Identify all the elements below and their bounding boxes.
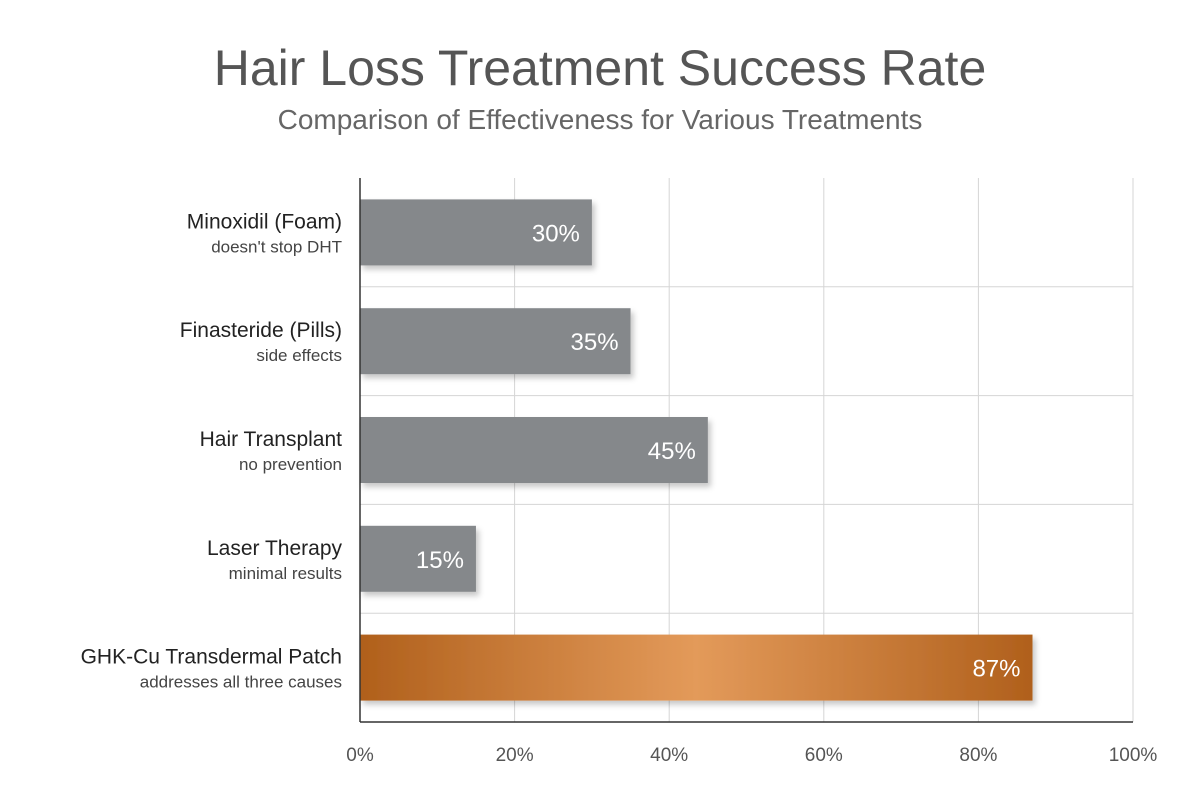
value-label: 15% xyxy=(416,547,464,574)
x-tick-label: 0% xyxy=(346,745,374,766)
x-tick-label: 40% xyxy=(650,745,688,766)
category-note: side effects xyxy=(256,346,342,365)
x-tick-label: 60% xyxy=(805,745,843,766)
category-label: Laser Therapy xyxy=(207,537,343,560)
plot-area: 30% Minoxidil (Foam) doesn't stop DHT 35% Fi… xyxy=(81,178,1158,766)
category-note: addresses all three causes xyxy=(140,673,342,692)
chart-subtitle: Comparison of Effectiveness for Various … xyxy=(278,104,923,135)
category-label: Hair Transplant xyxy=(200,428,343,451)
bar xyxy=(360,525,476,592)
x-tick-label: 100% xyxy=(1109,745,1158,766)
bar-highlight xyxy=(360,634,1033,701)
chart-title: Hair Loss Treatment Success Rate xyxy=(214,40,987,96)
category-label: GHK-Cu Transdermal Patch xyxy=(81,646,342,669)
category-note: doesn't stop DHT xyxy=(211,237,342,256)
value-label: 35% xyxy=(571,329,619,356)
x-tick-label: 20% xyxy=(496,745,534,766)
bar xyxy=(360,199,592,266)
value-label: 87% xyxy=(972,656,1020,683)
x-tick-label: 80% xyxy=(959,745,997,766)
category-note: no prevention xyxy=(239,455,342,474)
category-note: minimal results xyxy=(229,564,342,583)
category-label: Minoxidil (Foam) xyxy=(187,210,342,233)
bar xyxy=(360,308,631,375)
category-label: Finasteride (Pills) xyxy=(180,319,342,342)
value-label: 30% xyxy=(532,220,580,247)
bar xyxy=(360,417,708,483)
value-label: 45% xyxy=(648,438,696,465)
